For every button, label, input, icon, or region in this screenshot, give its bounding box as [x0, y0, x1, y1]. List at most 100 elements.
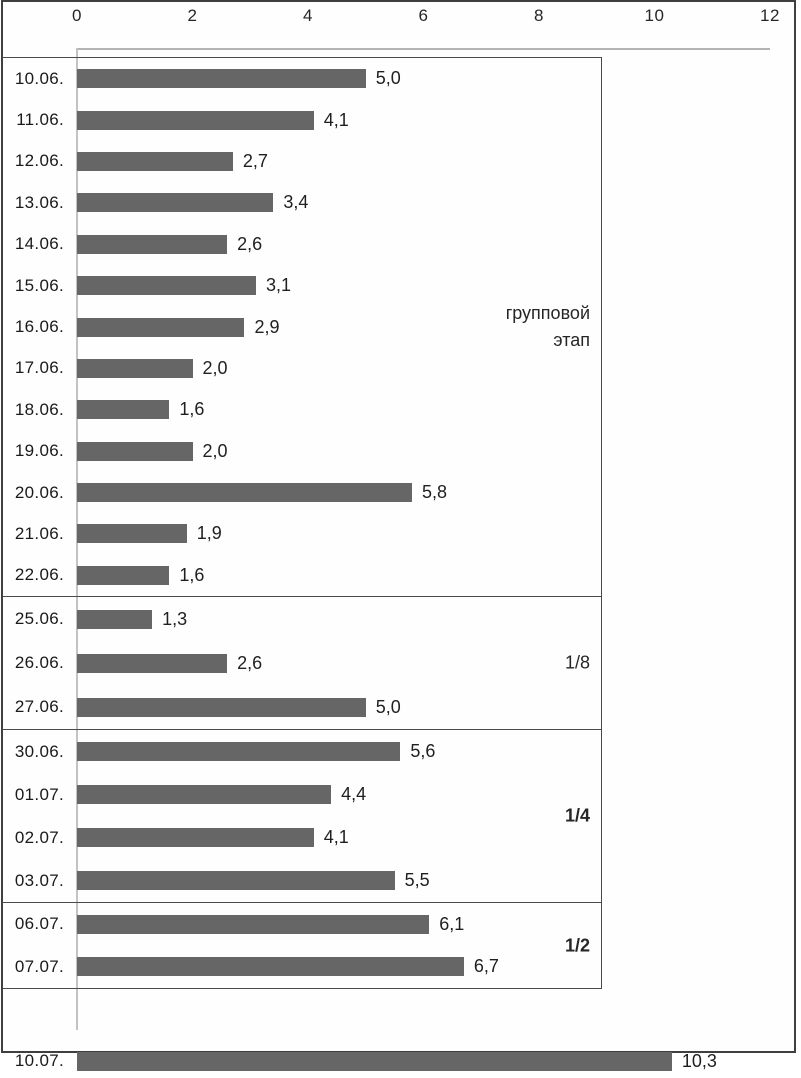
x-axis-tick-label: 8 [534, 6, 544, 25]
bar [77, 697, 366, 717]
chart-row: 19.06. 2,0 [3, 431, 601, 472]
bar [77, 358, 193, 378]
chart-row: 11.06. 4,1 [3, 99, 601, 140]
value-label: 1,6 [179, 399, 205, 420]
date-label: 13.06. [14, 192, 64, 212]
value-label: 5,0 [375, 696, 401, 717]
chart-row: 17.06. 2,0 [3, 348, 601, 389]
date-label: 14.06. [14, 234, 64, 254]
bar [77, 609, 153, 629]
value-label: 1,6 [179, 564, 205, 585]
bar [77, 957, 464, 977]
bar [77, 524, 187, 544]
value-label: 6,1 [439, 913, 465, 934]
section-group-stage: 10.06. 5,0 11.06. 4,1 12.06. 2,7 13.06. 3,4 14.0… [3, 57, 602, 597]
bar [77, 400, 170, 420]
date-label: 18.06. [14, 399, 64, 419]
value-label: 6,7 [473, 956, 499, 977]
value-label: 2,6 [237, 233, 263, 254]
bar [77, 565, 170, 585]
value-label: 5,0 [375, 68, 401, 89]
x-axis-tick-label: 0 [72, 6, 82, 25]
date-label: 22.06. [14, 565, 64, 585]
date-label: 17.06. [14, 358, 64, 378]
bar [77, 276, 257, 296]
date-label: 02.07. [14, 827, 64, 847]
section-label: 1/8 [564, 652, 590, 673]
bar [77, 234, 228, 254]
bar [77, 653, 228, 673]
bar [77, 193, 274, 213]
section-label: 1/2 [564, 935, 590, 955]
value-label: 4,4 [341, 784, 367, 804]
date-label: 27.06. [14, 697, 64, 716]
chart-row: 13.06. 3,4 [3, 182, 601, 223]
date-label: 20.06. [14, 482, 64, 502]
bar [77, 317, 245, 337]
bar [77, 1051, 672, 1071]
value-label: 2,6 [237, 652, 263, 673]
chart-row: 10.07. 10,3 [3, 1044, 794, 1078]
date-label: 11.06. [16, 110, 64, 130]
date-label: 16.06. [14, 317, 64, 337]
date-label: 26.06. [14, 653, 64, 672]
chart-row: 15.06. 3,1 [3, 265, 601, 306]
chart-row: 03.07. 5,5 [3, 859, 601, 902]
chart-row: 18.06. 1,6 [3, 389, 601, 430]
x-axis-line [77, 48, 770, 50]
date-label: 30.06. [14, 741, 64, 761]
value-label: 1,3 [162, 608, 188, 629]
chart-row: 16.06. 2,9 [3, 306, 601, 347]
section-round-of-16: 25.06. 1,3 26.06. 2,6 27.06. 5,0 1/8 [3, 597, 602, 730]
value-label: 5,8 [421, 482, 447, 503]
value-label: 5,5 [404, 870, 430, 890]
bar [77, 69, 366, 89]
x-axis-tick-label: 4 [303, 6, 313, 25]
chart-row: 02.07. 4,1 [3, 816, 601, 859]
chart-row: 10.06. 5,0 [3, 58, 601, 99]
date-label: 19.06. [14, 441, 64, 461]
value-label: 2,0 [202, 357, 228, 378]
section-label: 1/4 [564, 805, 590, 826]
chart-row: 21.06. 1,9 [3, 513, 601, 554]
chart-row: 01.07. 4,4 [3, 773, 601, 816]
date-label: 03.07. [14, 870, 64, 890]
value-label: 2,9 [254, 316, 280, 337]
chart-row: 22.06. 1,6 [3, 555, 601, 596]
x-axis-tick-label: 2 [187, 6, 198, 25]
date-label: 10.07. [14, 1051, 64, 1070]
x-axis-tick-label: 6 [418, 6, 429, 25]
value-label: 2,7 [242, 150, 268, 171]
value-label: 4,1 [323, 827, 349, 847]
bar [77, 483, 412, 503]
x-axis-tick-label: 12 [760, 6, 780, 25]
chart-row: 12.06. 2,7 [3, 141, 601, 182]
chart-row: 06.07. 6,1 [3, 903, 601, 946]
chart-row: 26.06. 2,6 [3, 641, 601, 685]
stage-boxes: 10.06. 5,0 11.06. 4,1 12.06. 2,7 13.06. 3,4 14.0… [3, 57, 717, 1071]
chart-row: 07.07. 6,7 [3, 946, 601, 989]
date-label: 12.06. [14, 151, 64, 171]
chart-row: 30.06. 5,6 [3, 730, 601, 773]
date-label: 07.07. [14, 956, 64, 976]
value-label: 5,6 [410, 741, 436, 761]
bar [77, 441, 193, 461]
bar [77, 828, 314, 847]
date-label: 06.07. [14, 914, 64, 934]
value-label: 4,1 [323, 109, 349, 130]
date-label: 10.06. [14, 68, 64, 88]
x-axis-tick-label: 10 [644, 6, 665, 25]
section-semi-finals: 06.07. 6,1 07.07. 6,7 1/2 [3, 903, 602, 989]
bar [77, 914, 430, 934]
date-label: 25.06. [14, 609, 64, 628]
value-label: 1,9 [196, 523, 222, 544]
chart-row: 27.06. 5,0 [3, 685, 601, 729]
date-label: 01.07. [14, 784, 64, 804]
section-label: групповой этап [505, 303, 590, 350]
bar [77, 151, 233, 171]
bar [77, 785, 332, 804]
value-label: 3,1 [266, 275, 292, 296]
value-label: 2,0 [202, 440, 228, 461]
section-quarter-finals: 30.06. 5,6 01.07. 4,4 02.07. 4,1 03.07. 5,5 1/4 [3, 730, 602, 903]
